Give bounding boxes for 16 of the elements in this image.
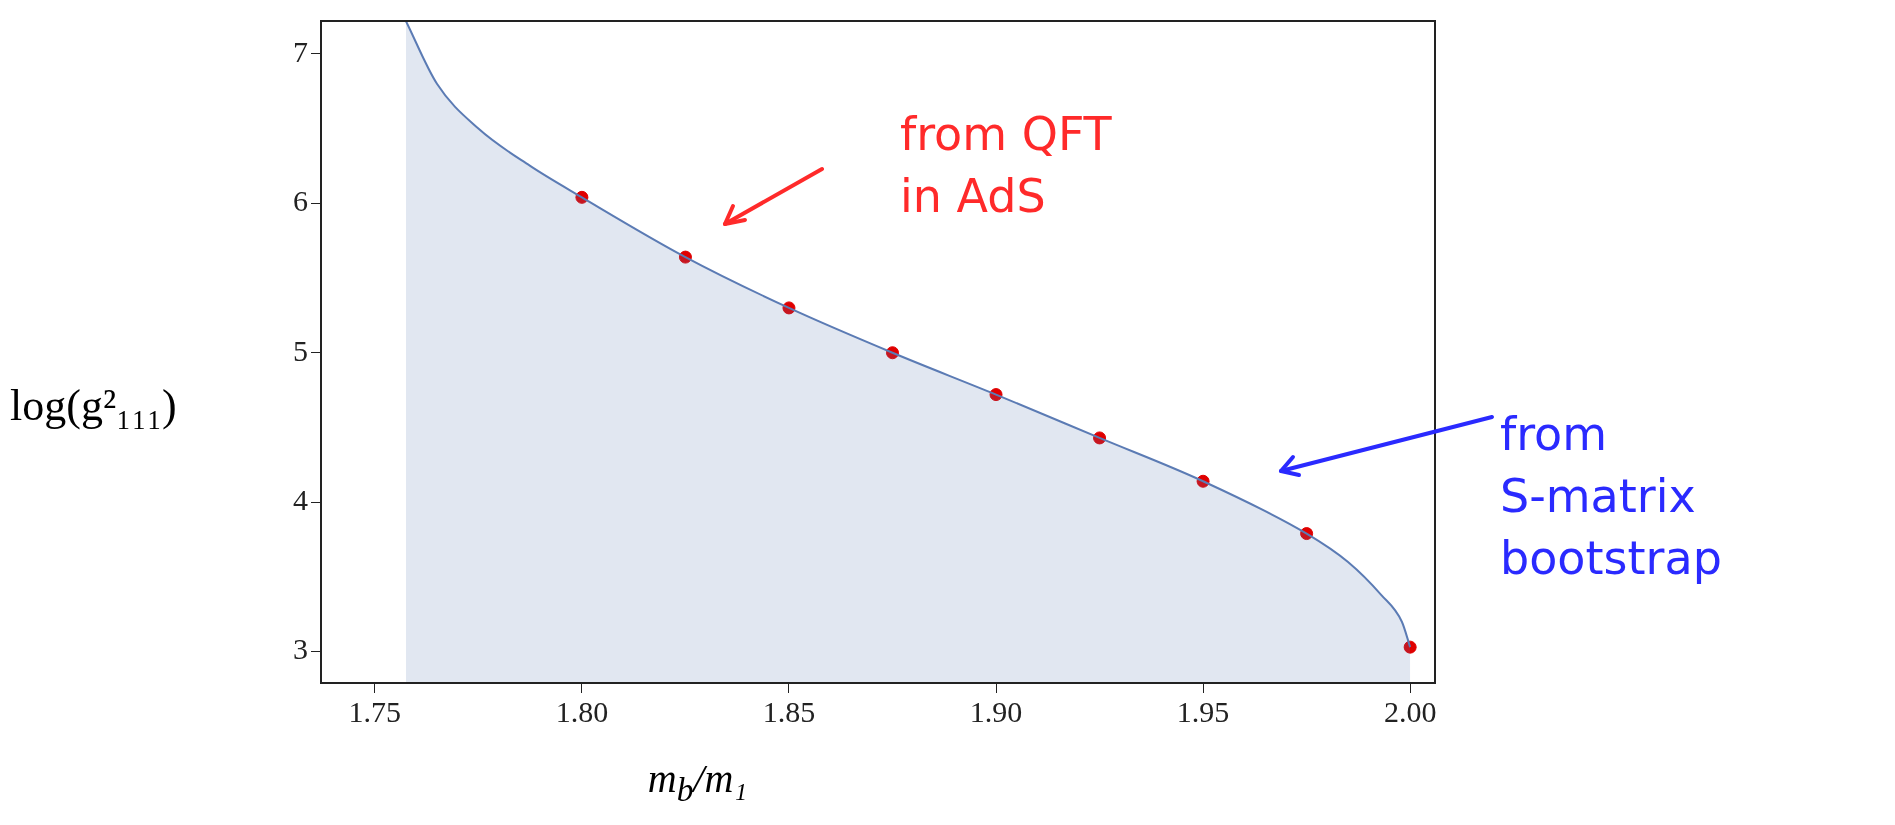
x-tick-label: 2.00 [1383, 694, 1437, 728]
y-tick-label: 7 [293, 34, 308, 68]
y-tick-label: 5 [293, 333, 308, 367]
y-axis-title: log(g²₁₁₁) [10, 380, 177, 431]
text: from S-matrix bootstrap [1500, 406, 1722, 585]
x-tick-label: 1.75 [348, 694, 402, 728]
x-tick-label: 1.85 [762, 694, 816, 728]
x-tick-label: 1.95 [1176, 694, 1230, 728]
x-tick-label: 1.80 [555, 694, 609, 728]
y-tick-label: 3 [293, 632, 308, 666]
point [1403, 640, 1417, 654]
y-tick-label: 4 [293, 483, 308, 517]
y-tick-label: 6 [293, 184, 308, 218]
annotation: from QFT in AdS [900, 106, 1113, 223]
x-axis-title: m$_{b}$/m₁ [647, 756, 748, 808]
x-tick-label: 1.90 [969, 694, 1023, 728]
